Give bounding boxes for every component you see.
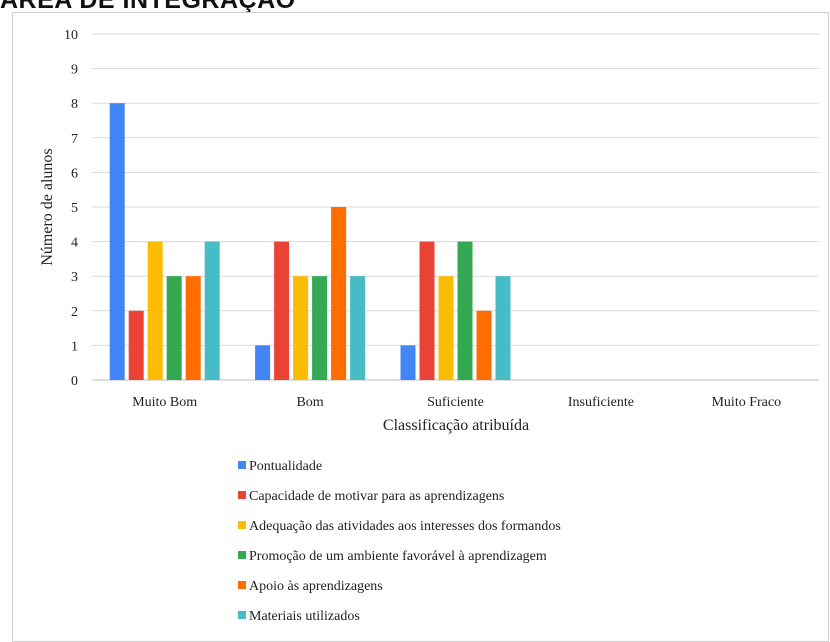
bar: [312, 276, 328, 380]
x-tick-label: Bom: [296, 395, 323, 410]
bar: [274, 241, 290, 380]
legend-label: Promoção de um ambiente favorável à apre…: [249, 549, 547, 564]
page-title: ÁREA DE INTEGRAÇÃO: [0, 0, 296, 14]
legend-swatch: [238, 581, 246, 589]
bar: [109, 103, 125, 380]
bar: [331, 207, 347, 380]
y-tick-label: 10: [64, 28, 78, 43]
gridlines: [92, 33, 819, 381]
y-tick-label: 9: [71, 63, 78, 78]
legend-label: Capacidade de motivar para as aprendizag…: [249, 489, 504, 504]
bar: [255, 345, 271, 380]
bar: [204, 241, 220, 380]
y-tick-label: 2: [71, 305, 78, 320]
bar: [293, 276, 309, 380]
bar: [350, 276, 366, 380]
y-tick-label: 6: [71, 166, 78, 181]
bar: [166, 276, 182, 380]
y-tick-label: 8: [71, 97, 78, 112]
legend-swatch: [238, 611, 246, 619]
bar: [476, 310, 492, 380]
legend-label: Materiais utilizados: [249, 609, 360, 624]
legend-swatch: [238, 491, 246, 499]
legend-label: Adequação das atividades aos interesses …: [249, 519, 561, 534]
y-tick-label: 1: [71, 339, 78, 354]
legend-swatch: [238, 461, 246, 469]
y-axis-title: Número de alunos: [39, 148, 56, 265]
bar: [185, 276, 201, 380]
x-tick-label: Muito Bom: [132, 395, 197, 410]
bars: [109, 103, 511, 380]
legend-swatch: [238, 551, 246, 559]
bar: [438, 276, 454, 380]
bar: [147, 241, 163, 380]
y-axis-ticks: 0 1 2 3 4 5 6 7 8 9 10: [64, 28, 78, 389]
y-tick-label: 3: [71, 270, 78, 285]
y-tick-label: 4: [71, 236, 78, 251]
bar: [419, 241, 435, 380]
y-tick-label: 7: [71, 132, 78, 147]
bar: [457, 241, 473, 380]
legend: Pontualidade Capacidade de motivar para a…: [238, 459, 561, 624]
legend-swatch: [238, 521, 246, 529]
x-tick-label: Insuficiente: [568, 395, 634, 410]
x-axis-title: Classificação atribuída: [383, 417, 529, 434]
legend-label: Apoio às aprendizagens: [249, 579, 383, 594]
y-tick-label: 0: [71, 374, 78, 389]
x-axis-ticks: Muito Bom Bom Suficiente Insuficiente Muito …: [132, 395, 781, 410]
x-tick-label: Suficiente: [427, 395, 484, 410]
legend-label: Pontualidade: [249, 459, 322, 474]
y-tick-label: 5: [71, 201, 78, 216]
bar: [495, 276, 511, 380]
bar: [128, 310, 144, 380]
x-tick-label: Muito Fraco: [711, 395, 781, 410]
bar: [400, 345, 416, 380]
